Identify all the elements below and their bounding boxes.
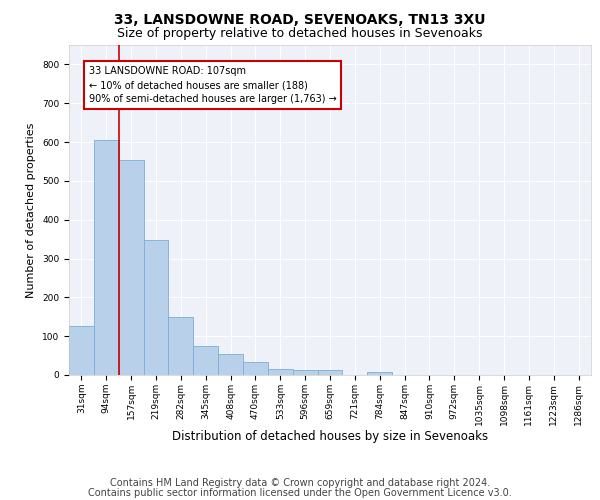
Bar (317, 370, 343, 375)
Text: 33 LANSDOWNE ROAD: 107sqm
← 10% of detached houses are smaller (188)
90% of semi: 33 LANSDOWNE ROAD: 107sqm ← 10% of detac… (89, 66, 337, 104)
Text: 33, LANSDOWNE ROAD, SEVENOAKS, TN13 3XU: 33, LANSDOWNE ROAD, SEVENOAKS, TN13 3XU (114, 12, 486, 26)
Bar (243, 362, 268, 375)
X-axis label: Distribution of detached houses by size in Sevenoaks: Distribution of detached houses by size … (172, 430, 488, 444)
Text: Size of property relative to detached houses in Sevenoaks: Size of property relative to detached ho… (117, 28, 483, 40)
Text: Contains public sector information licensed under the Open Government Licence v3: Contains public sector information licen… (88, 488, 512, 498)
Bar (218, 354, 243, 375)
Bar (143, 240, 169, 375)
Bar (69, 326, 94, 375)
Bar (169, 317, 193, 375)
Y-axis label: Number of detached properties: Number of detached properties (26, 122, 37, 298)
Bar (268, 369, 293, 375)
Bar (94, 140, 119, 375)
Bar (367, 372, 392, 375)
Text: Contains HM Land Registry data © Crown copyright and database right 2024.: Contains HM Land Registry data © Crown c… (110, 478, 490, 488)
Bar (193, 346, 218, 375)
Bar (119, 160, 143, 375)
Bar (293, 370, 317, 375)
